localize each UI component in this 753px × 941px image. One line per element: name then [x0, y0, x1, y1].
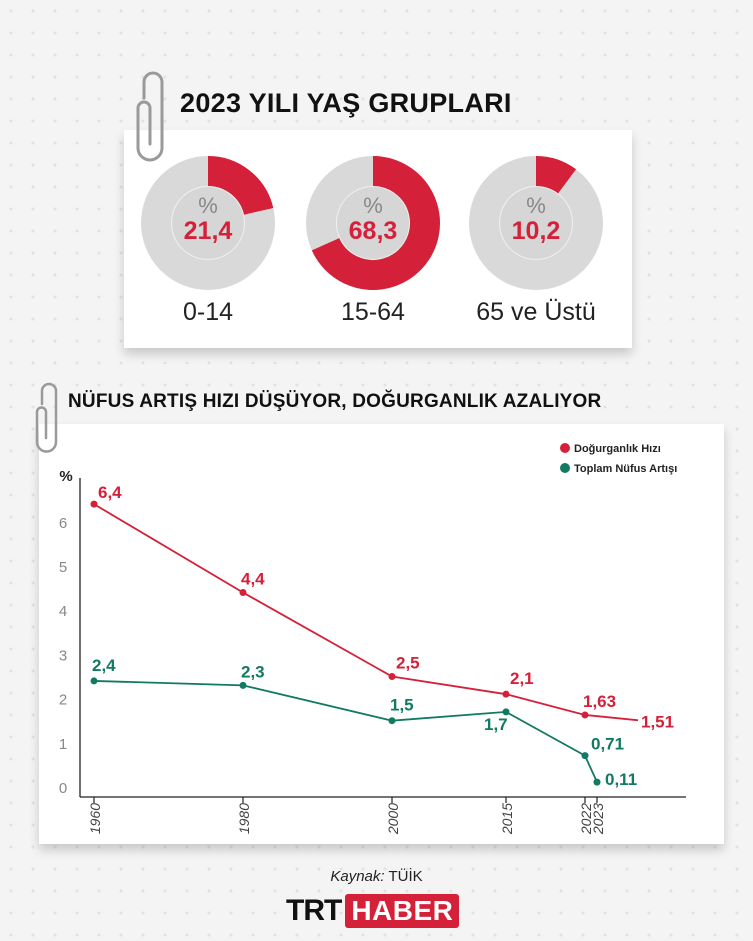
data-label: 2,1 — [510, 669, 534, 688]
donut-hole — [500, 187, 572, 259]
x-tick-label: 2015 — [499, 803, 515, 835]
chart-title: NÜFUS ARTIŞ HIZI DÜŞÜYOR, DOĞURGANLIK AZ… — [68, 391, 602, 412]
donut-hole — [172, 187, 244, 259]
data-label: 2,3 — [241, 662, 265, 681]
data-point — [581, 711, 589, 719]
donut-hole — [337, 187, 409, 259]
data-label: 1,7 — [484, 715, 508, 734]
data-point — [581, 752, 589, 760]
y-tick-label: 0 — [59, 780, 67, 797]
donut-value: 21,4 — [183, 217, 233, 245]
y-tick-label: 2 — [59, 692, 67, 709]
data-point — [502, 708, 510, 716]
age-groups-title: 2023 YILI YAŞ GRUPLARI — [180, 88, 512, 118]
data-label: 2,4 — [92, 656, 116, 675]
source-value: TÜİK — [388, 868, 423, 885]
data-label: 1,5 — [390, 696, 414, 715]
x-tick-label: 2023 — [590, 803, 606, 835]
data-point — [593, 778, 601, 786]
data-label: 0,71 — [591, 735, 624, 754]
series-line-1 — [93, 680, 598, 783]
data-point — [239, 681, 247, 689]
donut-chart-0-14 — [141, 156, 275, 290]
data-point — [502, 690, 510, 698]
logo-trt: TRT — [286, 894, 342, 927]
legend-marker — [560, 443, 570, 453]
data-label: 2,5 — [396, 654, 420, 673]
source-label: Kaynak: — [330, 868, 385, 885]
age-group-label: 15-64 — [341, 298, 405, 326]
data-label: 1,51 — [641, 712, 674, 731]
paperclip-icon — [136, 71, 164, 162]
donut-value: 68,3 — [348, 217, 398, 245]
legend-label: Doğurganlık Hızı — [574, 443, 661, 455]
data-label: 6,4 — [98, 483, 122, 502]
data-point — [388, 673, 396, 680]
donut-chart-15-64 — [306, 156, 440, 290]
y-tick-label: 4 — [59, 603, 67, 620]
legend-marker — [560, 463, 570, 473]
y-tick-label: 5 — [59, 559, 67, 576]
data-point — [90, 500, 98, 508]
y-tick-label: 1 — [59, 736, 67, 753]
logo-haber: HABER — [345, 894, 460, 928]
trt-haber-logo: TRT HABER — [286, 893, 460, 929]
source-line: Kaynak: TÜİK — [0, 868, 753, 885]
x-tick-label: 2000 — [385, 803, 401, 835]
percent-symbol: % — [363, 193, 383, 218]
data-point — [239, 589, 247, 597]
donut-segment — [535, 156, 577, 194]
y-tick-label: 3 — [59, 647, 67, 664]
series-line-0 — [93, 503, 639, 722]
paperclip-icon — [35, 382, 58, 453]
legend-label: Toplam Nüfus Artışı — [574, 463, 677, 475]
x-tick-label: 1980 — [236, 803, 252, 834]
donut-value: 10,2 — [511, 217, 561, 245]
y-axis-label: % — [59, 468, 72, 485]
x-tick-label: 2022 — [578, 803, 594, 835]
donut-segment — [207, 156, 274, 216]
age-group-label: 0-14 — [182, 298, 234, 326]
data-label: 0,11 — [605, 770, 637, 789]
data-label: 1,63 — [583, 692, 616, 711]
data-label: 4,4 — [241, 570, 265, 589]
donut-chart-65-ve-üstü — [469, 156, 603, 290]
x-tick-label: 1960 — [87, 803, 103, 834]
y-tick-label: 6 — [59, 515, 67, 532]
age-group-label: 65 ve Üstü — [476, 298, 596, 326]
donut-segment — [311, 156, 440, 290]
data-point — [388, 717, 396, 725]
percent-symbol: % — [198, 193, 218, 218]
population-chart-card — [39, 424, 724, 844]
percent-symbol: % — [526, 193, 546, 218]
data-point — [90, 677, 98, 685]
